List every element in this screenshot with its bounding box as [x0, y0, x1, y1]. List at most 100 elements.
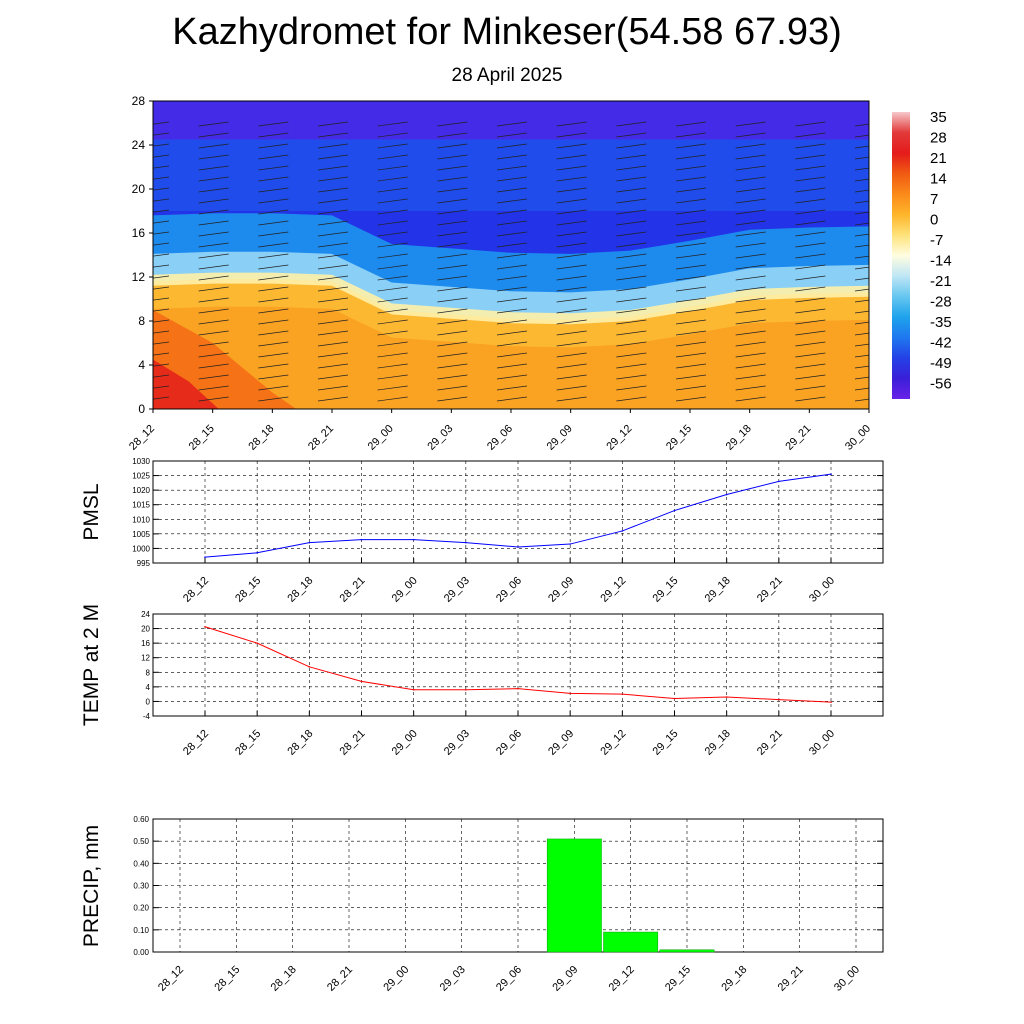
wind-barb: [258, 385, 289, 391]
wind-barb: [317, 209, 349, 215]
wind-barb: [675, 330, 707, 336]
wind-barb: [616, 385, 647, 391]
wind-barb: [496, 385, 528, 391]
wind-barb: [735, 209, 766, 215]
x-tick-label: 29_12: [598, 575, 628, 605]
y-tick-label: 16: [141, 639, 150, 648]
wind-barb: [377, 286, 408, 292]
y-tick-label: 12: [141, 654, 150, 663]
y-tick-label: 995: [137, 559, 151, 568]
wind-barb: [616, 374, 647, 380]
wind-barb: [258, 319, 289, 325]
wind-barb: [735, 385, 766, 391]
data-point: [256, 642, 258, 644]
y-tick-label: 4: [146, 683, 151, 692]
wind-barb: [198, 220, 229, 226]
wind-barb: [198, 319, 229, 325]
wind-barb: [735, 396, 766, 402]
y-tick-label: -4: [143, 712, 151, 721]
x-tick-label: 28_18: [285, 575, 315, 605]
x-tick-label: 29_18: [703, 728, 733, 758]
wind-barb: [198, 165, 229, 171]
x-tick-label: 28_21: [306, 423, 336, 453]
wind-barb: [377, 198, 408, 204]
wind-barb: [258, 176, 289, 182]
wind-barb: [496, 330, 528, 336]
wind-barb: [377, 176, 408, 182]
x-tick-label: 29_21: [755, 575, 785, 605]
wind-barb: [854, 365, 869, 369]
wind-barb: [437, 319, 468, 325]
wind-barb: [616, 121, 647, 127]
data-point: [725, 696, 728, 698]
wind-barb: [675, 121, 707, 127]
y-tick-label: 1015: [132, 501, 150, 510]
x-tick-label: 29_21: [755, 728, 785, 758]
data-point: [204, 625, 206, 628]
wind-barb: [317, 264, 349, 270]
wind-barb: [556, 352, 587, 358]
x-tick-label: 29_15: [651, 575, 681, 605]
wind-barb: [496, 253, 528, 259]
colorbar-label: 7: [930, 191, 938, 208]
wind-barb: [556, 176, 587, 182]
wind-barb: [675, 176, 707, 182]
wind-barb: [317, 220, 349, 226]
wind-barb: [556, 253, 587, 259]
y-tick-label: 28: [132, 94, 146, 108]
data-point: [778, 480, 780, 483]
x-tick-label: 30_00: [807, 728, 837, 758]
wind-barb: [317, 231, 349, 237]
wind-barb: [198, 143, 229, 149]
x-tick-label: 28_12: [181, 575, 211, 605]
colorbar-label: 0: [930, 212, 938, 229]
wind-barb: [795, 286, 826, 292]
x-tick-label: 29_03: [442, 728, 472, 758]
wind-barb: [437, 352, 468, 358]
wind-barb: [496, 297, 528, 303]
wind-barb: [377, 209, 408, 215]
x-tick-label: 29_03: [425, 423, 455, 453]
wind-barb: [795, 198, 826, 204]
y-tick-label: 1010: [132, 515, 150, 524]
wind-barb: [854, 343, 869, 347]
colorbar-gradient: [892, 112, 910, 399]
wind-barb: [377, 352, 408, 358]
wind-barb: [317, 341, 349, 347]
x-tick-label: 28_18: [269, 964, 299, 994]
wind-barb: [377, 264, 408, 270]
y-tick-label: 24: [141, 610, 150, 619]
wind-barb: [496, 352, 528, 358]
wind-barb: [496, 374, 528, 380]
warmer-region: [153, 306, 869, 409]
precip-bar: [603, 931, 659, 953]
wind-barb: [556, 242, 587, 248]
data-point: [360, 680, 363, 683]
precip-bar: [546, 838, 602, 953]
wind-barb: [317, 132, 349, 138]
wind-barb: [153, 231, 170, 235]
wind-barb: [258, 341, 289, 347]
wind-barb: [317, 396, 349, 402]
data-point: [412, 688, 415, 691]
wind-barb: [198, 286, 229, 292]
x-tick-label: 28_21: [338, 575, 368, 605]
y-tick-label: 1005: [132, 530, 150, 539]
wind-barb: [675, 385, 707, 391]
x-tick-label: 28_15: [187, 423, 217, 453]
data-point: [621, 530, 624, 532]
wind-barb: [258, 286, 289, 292]
wind-barb: [153, 121, 170, 125]
wind-barb: [556, 264, 587, 270]
wind-barb: [153, 330, 170, 334]
wind-barb: [496, 220, 528, 226]
wind-barb: [795, 121, 826, 127]
y-tick-label: 1025: [132, 472, 150, 481]
wind-barb: [377, 143, 408, 149]
wind-barb: [377, 220, 408, 226]
wind-barb: [258, 352, 289, 358]
wind-barb: [377, 231, 408, 237]
wind-barb: [675, 286, 707, 292]
wind-barb: [556, 341, 587, 347]
wind-barb: [854, 156, 869, 160]
